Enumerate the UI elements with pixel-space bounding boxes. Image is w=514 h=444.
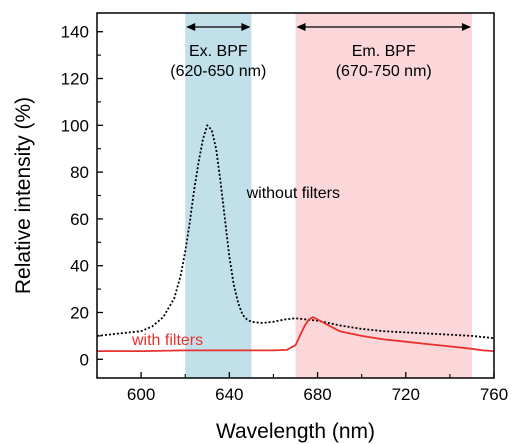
y-tick-label-6: 120 (61, 70, 89, 89)
filter-bands (185, 13, 472, 378)
x-tick-label-0: 600 (127, 385, 155, 404)
band-arrow-left-1 (296, 23, 306, 31)
x-tick-label-3: 720 (392, 385, 420, 404)
y-tick-label-0: 0 (80, 350, 89, 369)
x-tick-label-4: 760 (480, 385, 508, 404)
band-labels: Ex. BPF (620-650 nm) Em. BPF (670-750 nm) (170, 23, 471, 80)
x-tick-label-2: 680 (303, 385, 331, 404)
band-label-line1-0: Ex. BPF (189, 43, 248, 60)
y-tick-label-4: 80 (70, 163, 89, 182)
axis-ticks: 600 640 680 720 760 0 20 40 60 80 100 120 140 (61, 23, 509, 404)
x-tick-label-1: 640 (215, 385, 243, 404)
band-label-line2-0: (620-650 nm) (170, 63, 266, 80)
series-line-1 (97, 316, 495, 352)
y-tick-label-2: 40 (70, 257, 89, 276)
series-annotations: without filters with filters (131, 185, 340, 349)
band-label-line1-1: Em. BPF (352, 43, 416, 60)
series-line-0 (96, 124, 495, 340)
band-arrow-left-0 (186, 23, 196, 31)
band-label-line2-1: (670-750 nm) (336, 63, 432, 80)
y-axis-label: Relative intensity (%) (12, 97, 35, 294)
y-tick-label-1: 20 (70, 303, 89, 322)
x-axis-label: Wavelength (nm) (216, 420, 375, 443)
y-tick-label-5: 100 (61, 116, 89, 135)
annotation-0: without filters (246, 185, 340, 202)
band-1 (295, 13, 472, 378)
band-arrow-right-1 (461, 23, 471, 31)
series-lines (96, 124, 495, 352)
band-arrow-right-0 (241, 23, 251, 31)
band-0 (185, 13, 252, 378)
y-tick-label-7: 140 (61, 23, 89, 42)
annotation-1: with filters (131, 332, 203, 349)
y-tick-label-3: 60 (70, 210, 89, 229)
